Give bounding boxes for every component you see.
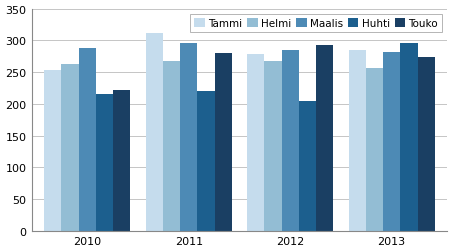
Bar [215,54,232,231]
Bar [44,71,62,231]
Bar [348,51,366,231]
Bar [180,44,198,231]
Bar [400,44,418,231]
Legend: Tammi, Helmi, Maalis, Huhti, Touko: Tammi, Helmi, Maalis, Huhti, Touko [190,15,442,33]
Bar [418,58,435,231]
Bar [163,61,180,231]
Bar [79,49,96,231]
Bar [198,92,215,231]
Bar [316,46,333,231]
Bar [62,65,79,231]
Bar [146,34,163,231]
Bar [366,69,383,231]
Bar [113,90,130,231]
Bar [96,95,113,231]
Bar [247,55,265,231]
Bar [299,102,316,231]
Bar [282,51,299,231]
Bar [383,53,400,231]
Bar [265,61,282,231]
